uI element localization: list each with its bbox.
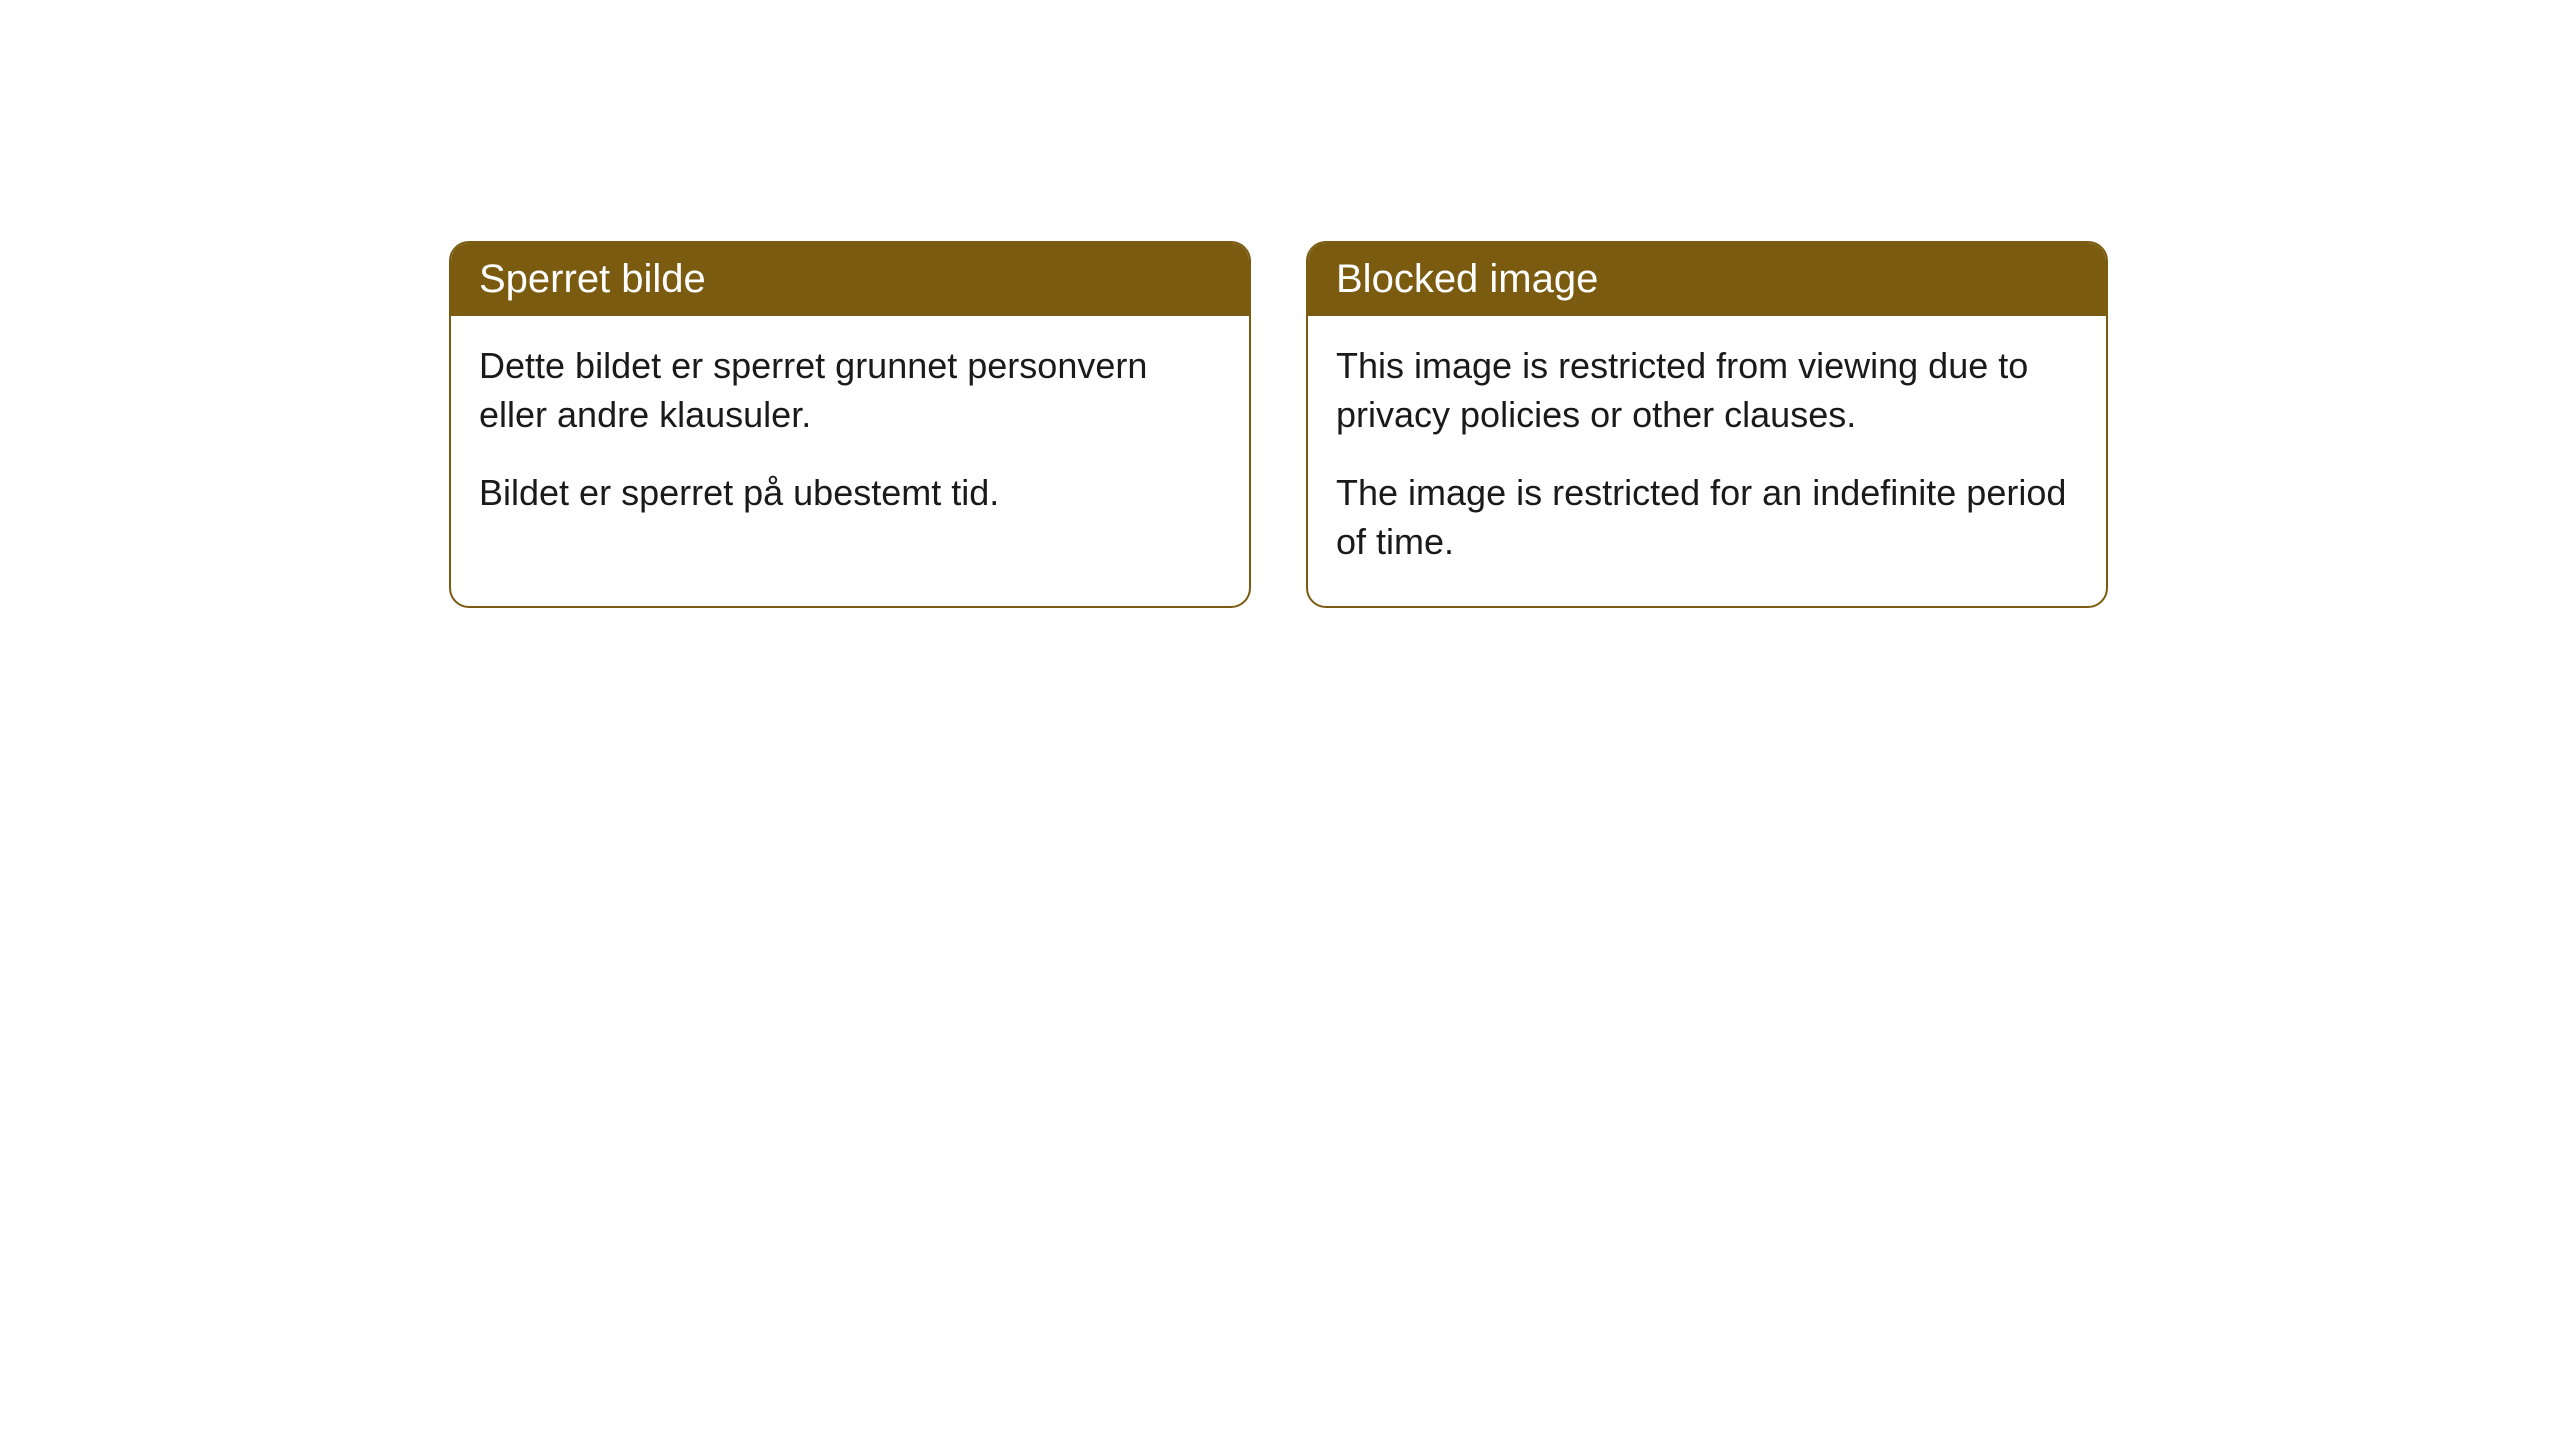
blocked-image-card-en: Blocked image This image is restricted f… <box>1306 241 2108 608</box>
notice-cards-container: Sperret bilde Dette bildet er sperret gr… <box>449 241 2108 608</box>
card-paragraph-2-en: The image is restricted for an indefinit… <box>1336 469 2078 566</box>
card-paragraph-1-no: Dette bildet er sperret grunnet personve… <box>479 342 1221 439</box>
card-paragraph-2-no: Bildet er sperret på ubestemt tid. <box>479 469 1221 518</box>
card-header-en: Blocked image <box>1308 243 2106 316</box>
card-body-en: This image is restricted from viewing du… <box>1308 316 2106 606</box>
card-body-no: Dette bildet er sperret grunnet personve… <box>451 316 1249 558</box>
blocked-image-card-no: Sperret bilde Dette bildet er sperret gr… <box>449 241 1251 608</box>
card-header-no: Sperret bilde <box>451 243 1249 316</box>
card-paragraph-1-en: This image is restricted from viewing du… <box>1336 342 2078 439</box>
